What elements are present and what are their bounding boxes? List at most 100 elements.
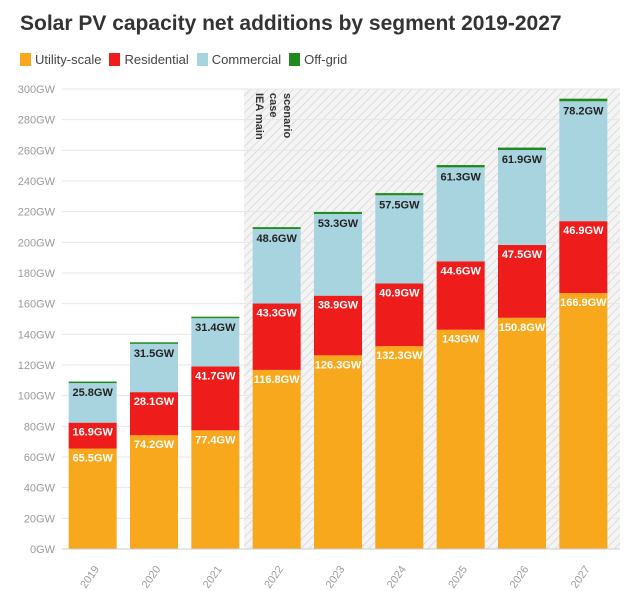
x-tick-label: 2023 [324,564,348,591]
bar-commercial-2021 [191,318,240,367]
x-tick-label: 2019 [78,564,102,591]
x-tick-label: 2025 [446,564,470,591]
data-label: 78.2GW [563,105,604,117]
bar-commercial-2025 [436,167,485,262]
data-label: 31.4GW [195,322,236,334]
data-label: 57.5GW [379,199,420,211]
data-label: 53.3GW [318,218,359,230]
y-tick-label: 200GW [18,237,56,249]
data-label: 143GW [442,334,480,346]
y-tick-label: 160GW [18,299,56,311]
projection-label: case [267,93,279,117]
legend-item[interactable]: Utility-scale [20,52,101,67]
legend-swatch [289,53,301,66]
data-label: 77.4GW [195,434,236,446]
bar-utility-scale-2027 [559,293,608,549]
y-tick-label: 180GW [18,268,56,280]
data-label: 43.3GW [256,308,297,320]
data-label: 28.1GW [134,396,175,408]
y-tick-label: 240GW [18,176,56,188]
x-tick-label: 2020 [140,564,164,591]
data-label: 116.8GW [254,374,300,386]
data-label: 44.6GW [440,265,481,277]
data-label: 31.5GW [134,348,175,360]
data-label: 38.9GW [318,300,359,312]
bar-commercial-2019 [68,383,117,423]
bar-utility-scale-2019 [68,448,117,549]
bar-residential-2026 [498,244,546,318]
bar-commercial-2027 [559,101,608,222]
data-label: 48.6GW [256,233,297,245]
bar-residential-2020 [130,392,178,436]
x-tick-label: 2021 [201,564,225,591]
bar-utility-scale-2020 [130,435,178,549]
bar-off-grid-2025 [436,165,485,168]
legend-label: Off-grid [304,52,348,67]
bar-utility-scale-2022 [252,369,301,549]
data-label: 41.7GW [195,370,236,382]
data-label: 74.2GW [134,439,175,451]
bar-residential-2024 [375,283,424,347]
legend-swatch [196,53,208,66]
data-label: 132.3GW [376,350,423,362]
bar-commercial-2022 [252,228,301,304]
bar-off-grid-2021 [191,316,240,319]
legend-label: Commercial [211,52,282,67]
x-tick-label: 2027 [569,564,593,591]
legend-label: Residential [124,52,189,67]
data-label: 47.5GW [502,249,543,261]
bar-utility-scale-2025 [436,329,485,549]
bar-residential-2019 [68,422,117,449]
bar-off-grid-2020 [130,342,178,344]
y-tick-label: 220GW [18,207,56,219]
bar-off-grid-2022 [252,227,301,229]
bar-off-grid-2026 [498,147,546,151]
y-tick-label: 300GW [18,84,56,96]
bar-commercial-2024 [375,195,424,284]
projection-label: scenario [281,93,293,139]
bar-residential-2022 [252,303,301,370]
bar-commercial-2023 [314,213,362,296]
data-label: 40.9GW [379,287,420,299]
x-tick-label: 2026 [508,564,532,591]
bar-commercial-2020 [130,343,178,393]
y-tick-label: 40GW [24,483,56,495]
legend-swatch [20,53,31,66]
bar-utility-scale-2021 [191,430,240,549]
data-label: 166.9GW [560,297,607,309]
data-label: 150.8GW [499,322,546,334]
legend: Utility-scale Residential Commercial Off-gr… [20,52,355,67]
data-label: 16.9GW [72,427,113,439]
bar-off-grid-2024 [375,193,424,196]
y-tick-label: 260GW [18,145,56,157]
bar-residential-2027 [559,221,608,294]
bar-off-grid-2027 [559,98,608,102]
data-label: 25.8GW [72,387,113,399]
bar-utility-scale-2023 [314,355,362,549]
bar-residential-2025 [436,261,485,330]
y-tick-label: 120GW [18,360,56,372]
bar-utility-scale-2024 [375,346,424,549]
legend-item[interactable]: Off-grid [289,52,347,67]
chart-title: Solar PV capacity net additions by segme… [20,12,562,35]
bar-off-grid-2023 [314,211,362,214]
bar-residential-2023 [314,295,362,356]
data-label: 61.9GW [502,154,543,166]
data-label: 61.3GW [440,171,481,183]
data-label: 65.5GW [72,453,113,465]
x-tick-label: 2024 [385,564,409,591]
legend-item[interactable]: Commercial [196,52,282,67]
legend-item[interactable]: Residential [109,52,189,67]
projection-region [244,89,620,549]
y-tick-label: 20GW [24,513,56,525]
data-label: 46.9GW [563,225,604,237]
y-tick-label: 80GW [24,421,56,433]
data-label: 126.3GW [315,359,362,371]
y-tick-label: 100GW [18,391,56,403]
bar-off-grid-2019 [68,381,117,384]
x-tick-label: 2022 [262,564,286,591]
y-tick-label: 280GW [18,115,56,127]
bar-residential-2021 [191,366,240,431]
